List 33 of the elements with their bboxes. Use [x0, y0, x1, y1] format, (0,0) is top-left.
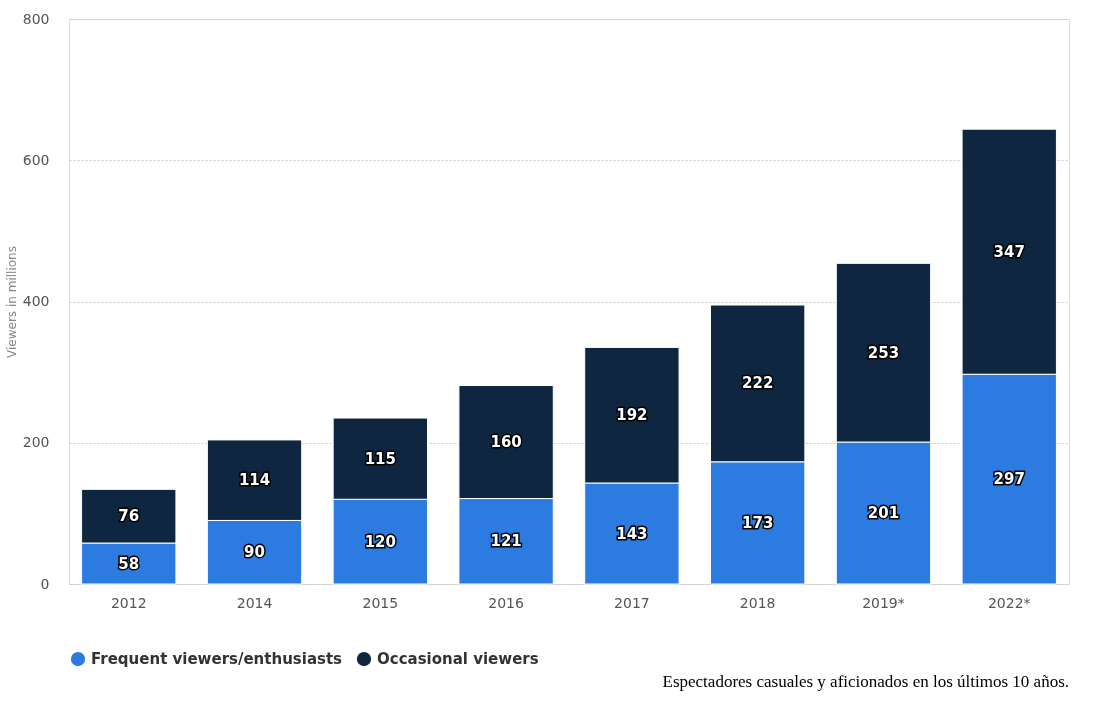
legend-label: Occasional viewers [377, 650, 539, 669]
y-tick-label: 600 [22, 151, 50, 168]
data-label: 253 [867, 343, 900, 362]
data-label: 121 [490, 532, 522, 551]
y-tick-label: 400 [22, 293, 50, 309]
data-label: 143 [616, 524, 648, 543]
data-label: 160 [490, 433, 522, 452]
data-label: 76 [118, 507, 140, 526]
legend-label: Frequent viewers/enthusiasts [91, 650, 343, 669]
data-label: 115 [364, 449, 396, 468]
x-tick-label: 2017 [614, 594, 650, 611]
x-tick-label: 2015 [362, 594, 399, 611]
x-tick-label: 2016 [488, 594, 525, 611]
data-label: 58 [118, 554, 140, 573]
x-tick-label: 2019* [862, 594, 905, 611]
data-label: 347 [993, 242, 1025, 261]
x-tick-label: 2022* [987, 594, 1031, 611]
data-label: 222 [742, 374, 774, 393]
data-label: 90 [244, 543, 265, 562]
data-label: 173 [742, 513, 774, 532]
data-label: 297 [993, 470, 1025, 489]
x-tick-label: 2012 [110, 594, 147, 611]
text: Espectadores casuales y aficionados en los últimos 10 años. [662, 672, 1069, 691]
y-axis-title: Viewers in millions [4, 246, 19, 358]
data-label: 114 [238, 471, 271, 490]
y-tick-label: 200 [22, 434, 50, 451]
x-tick-label: 2014 [236, 594, 273, 611]
data-label: 192 [616, 406, 648, 425]
data-label: 201 [867, 504, 900, 523]
y-tick-label: 0 [40, 575, 50, 592]
x-tick-label: 2018 [739, 594, 776, 611]
y-tick-label: 800 [22, 10, 50, 27]
data-label: 120 [364, 532, 396, 551]
